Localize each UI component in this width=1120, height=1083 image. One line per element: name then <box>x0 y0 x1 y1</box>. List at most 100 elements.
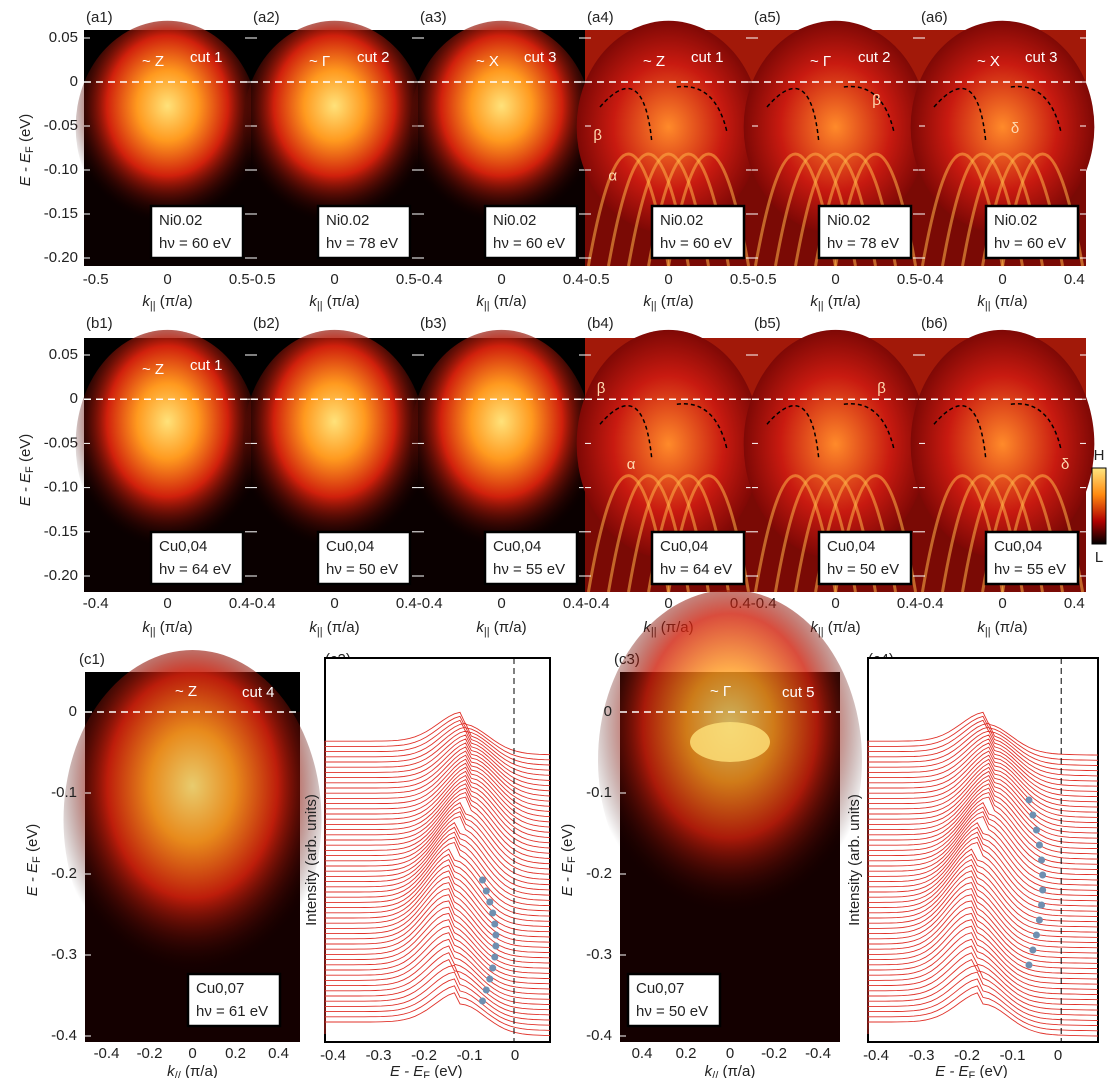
axis-label: k|| (π/a) <box>142 619 192 638</box>
axis-label-main: E - E <box>390 1063 424 1078</box>
x-tick-label: -0.4 <box>83 595 109 612</box>
edc-curve <box>867 802 1099 870</box>
x-tick-label: -0.1 <box>1000 1047 1026 1064</box>
sample-box <box>149 204 245 260</box>
edc-curve <box>324 738 551 792</box>
axis-label-unit: (π/a) <box>323 619 360 636</box>
edc-curve <box>324 959 551 1011</box>
edc-curve <box>324 787 551 854</box>
edc-curve <box>324 853 551 922</box>
band-label: α <box>627 456 636 473</box>
edc-curve <box>867 938 1099 996</box>
edc-curve <box>324 742 551 797</box>
x-tick-label: -0.4 <box>250 595 276 612</box>
x-tick-label: 0 <box>831 595 839 612</box>
y-tick-label: -0.3 <box>51 946 77 963</box>
peak-marker <box>482 887 490 895</box>
peak-marker <box>1032 826 1040 834</box>
cut-label: cut 4 <box>242 684 275 701</box>
momentum-label: ~ Z <box>643 53 665 70</box>
sample-label: Ni0.02 <box>493 212 536 229</box>
edc-curve <box>324 778 551 844</box>
intensity-glow <box>409 20 594 234</box>
axis-label-unit: (eV) <box>17 114 34 147</box>
x-tick-label: 0.4 <box>396 595 417 612</box>
axis-label-unit: (π/a) <box>156 619 193 636</box>
edc-curve <box>867 836 1099 907</box>
y-tick-label: 0.05 <box>49 346 78 363</box>
axis-label-main: k <box>810 293 819 310</box>
sample-label: Cu0,04 <box>159 538 207 555</box>
sample-label: Cu0,04 <box>827 538 875 555</box>
axis-label-sub: || <box>484 300 490 312</box>
edc-curve <box>867 750 1099 808</box>
axis-label-unit: (eV) <box>975 1063 1008 1078</box>
sample-box <box>483 530 579 586</box>
axis-label-sub: F <box>969 1070 976 1078</box>
axis-label-main: k <box>142 619 151 636</box>
edc-curve <box>324 822 551 891</box>
x-tick-label: -0.2 <box>137 1045 163 1062</box>
y-tick-label: -0.3 <box>586 946 612 963</box>
edc-curve <box>867 978 1099 1027</box>
band-guide <box>933 403 1062 460</box>
edc-curve <box>324 762 551 823</box>
axis-label-sub: || <box>150 300 156 312</box>
x-tick-label: -0.2 <box>411 1047 437 1064</box>
edc-curve <box>867 796 1099 865</box>
edc-curve <box>867 738 1099 792</box>
edc-curve <box>867 806 1099 876</box>
axis-label-sub: || <box>985 626 991 638</box>
axis-label: k|| (π/a) <box>977 619 1027 638</box>
axis-label: E - EF (eV) <box>935 1063 1008 1078</box>
edc-curve <box>867 831 1099 902</box>
edc-curve <box>324 766 551 828</box>
y-tick-label: -0.1 <box>51 784 77 801</box>
edc-curve <box>867 722 1099 772</box>
x-tick-label: 0.4 <box>563 271 584 288</box>
sample-box <box>650 530 746 586</box>
edc-curve <box>867 711 1099 756</box>
sample-label: Cu0,04 <box>994 538 1042 555</box>
axis-label-sub: || <box>985 300 991 312</box>
axis-label-unit: (eV) <box>24 824 41 857</box>
edc-curve <box>324 858 551 927</box>
edc-curve <box>867 888 1099 954</box>
axis-label-sub: // <box>175 1070 182 1078</box>
edc-curve <box>324 992 551 1037</box>
peak-marker <box>1032 931 1040 939</box>
axis-label-unit: (eV) <box>17 434 34 467</box>
edc-curve <box>867 826 1099 897</box>
axis-label-sub: || <box>818 300 824 312</box>
edc-curve <box>867 811 1099 881</box>
colorbar <box>1091 467 1107 545</box>
sample-box <box>483 204 579 260</box>
edc-curve <box>324 758 551 818</box>
band-guide <box>766 403 895 460</box>
edc-curve <box>324 870 551 938</box>
sample-box <box>626 972 722 1028</box>
edc-curve <box>867 758 1099 818</box>
edc-curve <box>324 952 551 1005</box>
y-tick-label: -0.2 <box>51 865 77 882</box>
axis-label-main: k <box>476 293 485 310</box>
edc-curve <box>867 754 1099 813</box>
sample-box <box>817 530 913 586</box>
edc-curve <box>867 770 1099 834</box>
edc-curve <box>324 894 551 959</box>
axis-label-unit: (π/a) <box>991 619 1028 636</box>
axis-label: E - EF (eV) <box>24 824 43 897</box>
x-tick-label: 0.5 <box>897 271 918 288</box>
axis-label-unit: (eV) <box>430 1063 463 1078</box>
sample-label: Ni0.02 <box>660 212 703 229</box>
edc-curve <box>867 815 1099 886</box>
axis-label-sub: || <box>818 626 824 638</box>
intensity-glow <box>690 722 770 762</box>
axis-label: k// (π/a) <box>705 1063 756 1078</box>
axis-label-sub: || <box>317 626 323 638</box>
intensity-glow <box>576 329 761 559</box>
x-tick-label: 0 <box>188 1045 196 1062</box>
edc-curve <box>324 774 551 839</box>
edc-curve <box>324 730 551 781</box>
edc-curve <box>324 900 551 964</box>
